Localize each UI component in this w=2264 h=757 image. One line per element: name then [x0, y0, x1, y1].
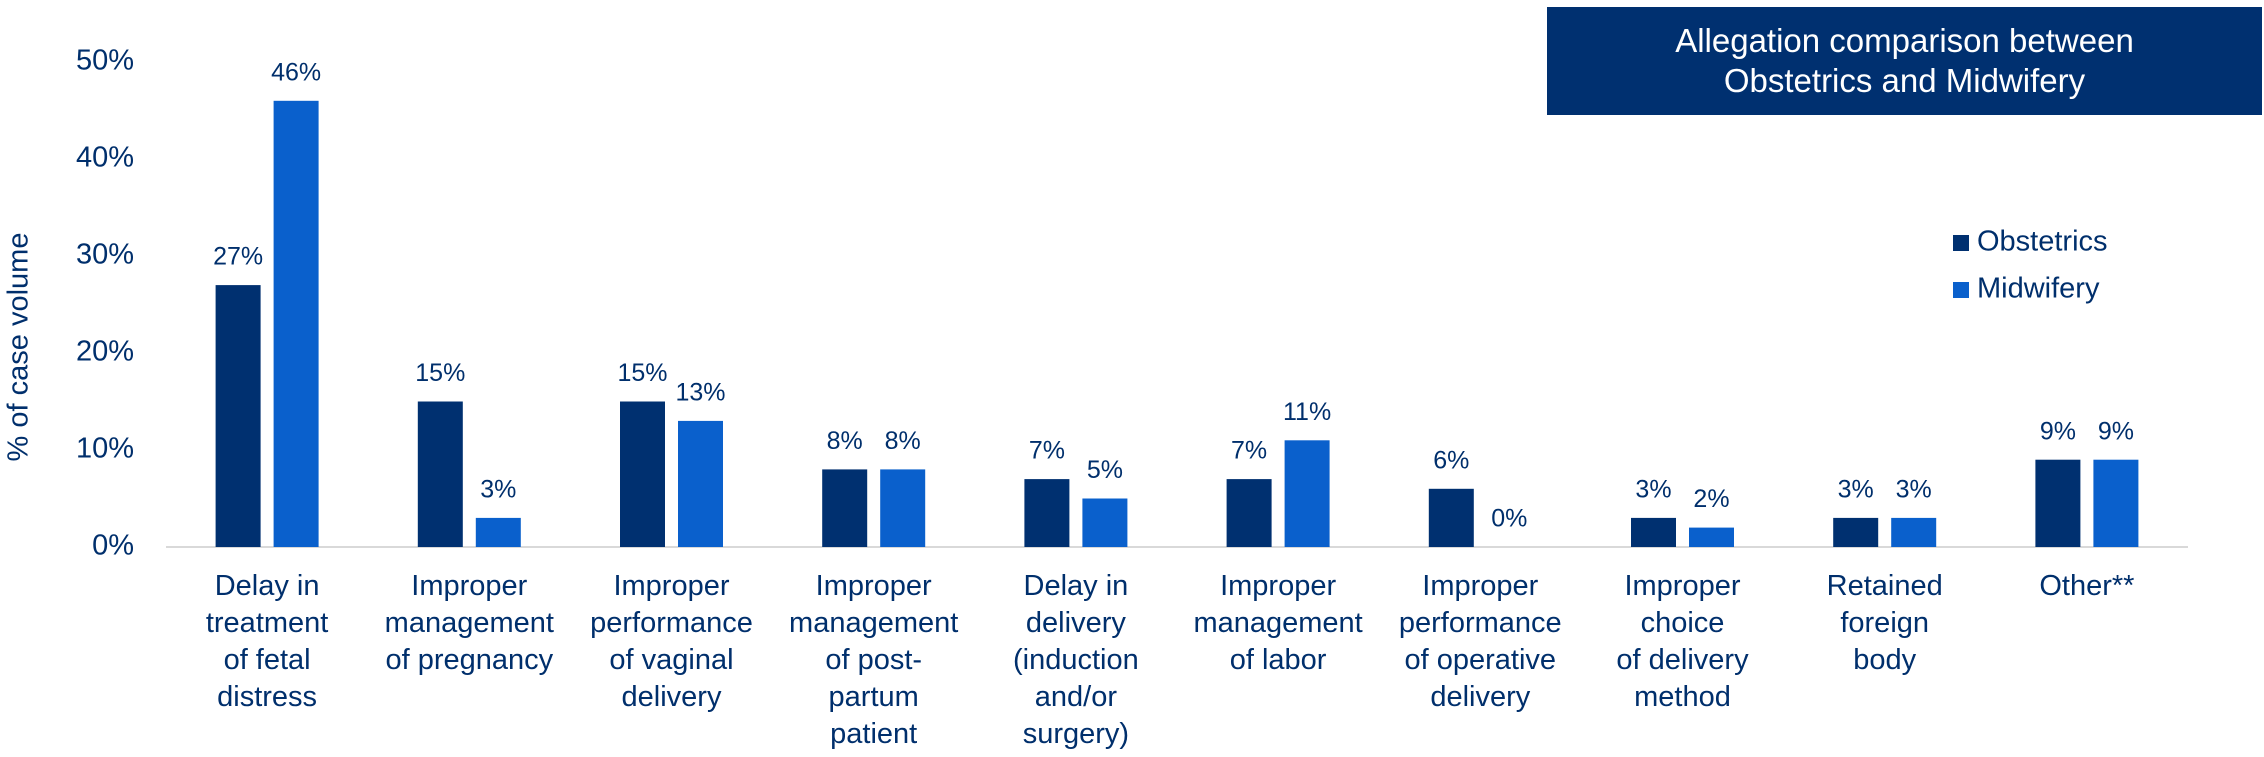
value-label: 27% [213, 243, 263, 271]
bar [1689, 527, 1734, 547]
value-label: 9% [2098, 417, 2134, 445]
y-axis-label: % of case volume [3, 233, 35, 462]
bar [1082, 498, 1128, 547]
value-label: 7% [1029, 437, 1065, 465]
bar [215, 285, 261, 547]
x-tick-label: Retained foreign body [1826, 570, 1943, 676]
value-label: 8% [885, 427, 921, 455]
x-tick-label: Delay in treatment of fetal distress [205, 570, 329, 713]
bar [273, 100, 319, 548]
legend-label: Obstetrics [1977, 226, 2108, 258]
bar [475, 517, 521, 547]
y-tick-label: 0% [92, 530, 134, 562]
y-tick-label: 30% [76, 239, 134, 271]
bar [1226, 479, 1272, 547]
y-tick-label: 40% [76, 142, 134, 174]
value-label: 15% [617, 359, 667, 387]
value-label: 3% [1838, 476, 1874, 504]
bar [620, 401, 665, 547]
legend-swatch [1953, 282, 1969, 298]
x-tick-label: Improper performance of vaginal delivery [590, 570, 753, 713]
x-tick-label: Improper performance of operative delive… [1398, 570, 1562, 713]
value-label: 5% [1087, 456, 1123, 484]
value-label: 3% [480, 476, 516, 504]
value-label: 7% [1231, 437, 1267, 465]
value-label: 9% [2040, 417, 2076, 445]
bar [1891, 517, 1937, 547]
bar [880, 469, 926, 547]
bar [822, 469, 868, 547]
x-tick-label: Other** [2039, 570, 2135, 602]
value-label: 3% [1635, 476, 1671, 504]
value-label: 0% [1491, 505, 1527, 533]
bar [1024, 479, 1070, 547]
bar [2035, 459, 2081, 547]
value-label: 3% [1896, 476, 1932, 504]
bar [1833, 517, 1879, 547]
value-label: 6% [1433, 446, 1469, 474]
chart-title: Allegation comparison between Obstetrics… [1547, 7, 2262, 115]
value-label: 13% [675, 379, 725, 407]
y-tick-label: 20% [76, 336, 134, 368]
y-tick-label: 10% [76, 433, 134, 465]
bar [2093, 459, 2139, 547]
x-tick-label: Improper management of post- partum pati… [789, 570, 959, 750]
legend-swatch [1953, 235, 1969, 251]
legend-label: Midwifery [1977, 273, 2100, 305]
x-tick-label: Improper management of labor [1193, 570, 1363, 676]
bar [1428, 488, 1474, 547]
bar [1284, 440, 1330, 547]
value-label: 15% [415, 359, 465, 387]
bar [678, 420, 723, 547]
x-tick-label: Delay in delivery (induction and/or surg… [1013, 570, 1139, 750]
x-tick-label: Improper management of pregnancy [384, 570, 554, 676]
value-label: 11% [1283, 398, 1331, 426]
value-label: 8% [827, 427, 863, 455]
bar [417, 401, 463, 547]
value-label: 46% [271, 58, 321, 86]
y-tick-label: 50% [76, 45, 134, 77]
bar [1631, 517, 1676, 547]
value-label: 2% [1693, 485, 1729, 513]
x-tick-label: Improper choice of delivery method [1616, 570, 1749, 713]
